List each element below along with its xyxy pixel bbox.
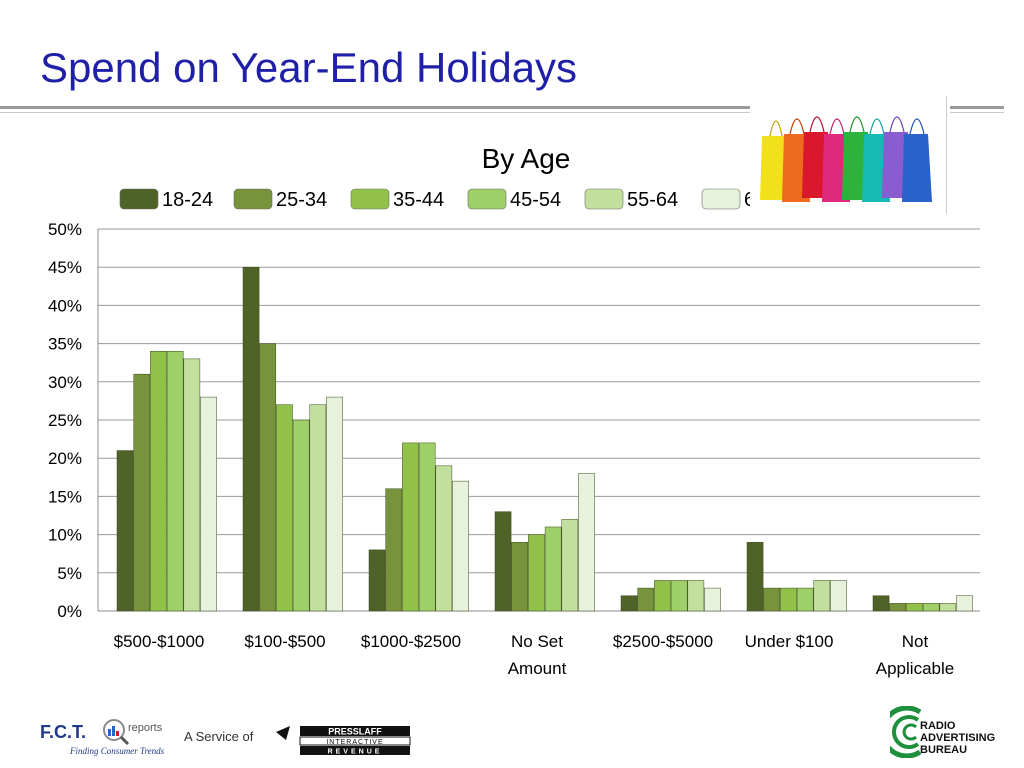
bar <box>385 488 403 612</box>
fct-logo-text: F.C.T. <box>40 722 87 742</box>
bar <box>780 587 797 612</box>
bar <box>200 396 217 612</box>
rab-swirl-icon <box>890 706 922 758</box>
legend-swatch <box>119 188 159 210</box>
bar <box>956 595 973 612</box>
bar <box>309 404 327 612</box>
y-tick-label: 15% <box>48 487 82 506</box>
slide-title: Spend on Year-End Holidays <box>40 44 578 91</box>
service-of-text: A Service of <box>184 729 254 744</box>
bar <box>494 511 512 612</box>
rab-logo: RADIO ADVERTISING BUREAU <box>890 702 1010 762</box>
bar <box>183 358 201 612</box>
x-tick-label: No Set <box>511 632 563 651</box>
bar <box>704 587 721 612</box>
chart-title: By Age <box>482 143 571 174</box>
shopping-bags-image <box>750 96 950 214</box>
bar <box>150 350 167 612</box>
legend-swatch <box>584 188 624 210</box>
bar <box>578 473 595 612</box>
rab-line-3: BUREAU <box>920 744 968 756</box>
bar <box>763 587 781 612</box>
y-tick-label: 30% <box>48 373 82 392</box>
bar <box>166 350 184 612</box>
magnifier-icon <box>103 719 130 746</box>
bar <box>561 519 579 612</box>
legend-label: 45-54 <box>510 189 561 211</box>
legend-label: 35-44 <box>393 189 444 211</box>
y-tick-label: 5% <box>57 564 82 583</box>
bar <box>746 541 764 612</box>
bar <box>939 603 957 612</box>
bar <box>368 549 386 612</box>
y-tick-label: 45% <box>48 258 82 277</box>
legend-swatch <box>467 188 507 210</box>
y-tick-label: 50% <box>48 220 82 239</box>
x-tick-label: Not <box>902 632 929 651</box>
fct-tagline: Finding Consumer Trends <box>70 746 165 756</box>
x-tick-label: $500-$1000 <box>114 632 205 651</box>
bar <box>872 595 890 612</box>
bar <box>528 534 545 612</box>
legend-swatch <box>350 188 390 210</box>
rab-line-1: RADIO <box>920 720 956 732</box>
bar <box>922 603 940 612</box>
revenue-text: REVENUE <box>328 749 383 756</box>
legend-swatch <box>701 188 741 210</box>
bar <box>326 396 343 612</box>
bar <box>435 465 453 612</box>
presslaff-logo: PRESSLAFF INTERACTIVE REVENUE <box>276 726 411 756</box>
bar <box>813 580 831 612</box>
y-tick-label: 25% <box>48 411 82 430</box>
legend-label: 55-64 <box>627 189 678 211</box>
fct-reports-logo: F.C.T. reports Finding Consumer Trends <box>40 718 170 760</box>
bar <box>242 266 260 612</box>
fct-reports-text: reports <box>128 722 163 734</box>
legend-swatch <box>233 188 273 210</box>
x-tick-label: $100-$500 <box>244 632 325 651</box>
bar <box>637 587 655 612</box>
bar <box>418 442 436 612</box>
bar <box>292 419 310 612</box>
bar <box>116 450 134 612</box>
x-tick-label: $1000-$2500 <box>361 632 461 651</box>
bar <box>906 603 923 612</box>
y-tick-label: 20% <box>48 449 82 468</box>
y-tick-label: 35% <box>48 335 82 354</box>
bar <box>889 603 907 612</box>
bar <box>133 373 151 612</box>
bar <box>544 526 562 612</box>
y-tick-label: 40% <box>48 296 82 315</box>
bar <box>830 580 847 612</box>
title-rule <box>0 106 1004 109</box>
x-tick-label: Amount <box>508 659 567 678</box>
bar <box>402 442 419 612</box>
bar <box>654 580 671 612</box>
x-tick-label: Under $100 <box>745 632 834 651</box>
bar <box>687 580 705 612</box>
bar <box>796 587 814 612</box>
interactive-text: INTERACTIVE <box>326 739 383 746</box>
bar <box>511 541 529 612</box>
x-tick-label: Applicable <box>876 659 954 678</box>
bar <box>620 595 638 612</box>
bar <box>276 404 293 612</box>
legend-label: 18-24 <box>162 189 213 211</box>
y-tick-label: 10% <box>48 526 82 545</box>
bar <box>670 580 688 612</box>
rab-line-2: ADVERTISING <box>920 732 996 744</box>
bar <box>452 480 469 612</box>
presslaff-text: PRESSLAFF <box>328 727 382 737</box>
legend-label: 25-34 <box>276 189 327 211</box>
y-tick-label: 0% <box>57 602 82 621</box>
x-tick-label: $2500-$5000 <box>613 632 713 651</box>
bar-chart: By Age 0% 5% 10% 15% 20% 25% 30% 35% 40% 45% 50% $50… <box>48 143 980 678</box>
title-rule-thin <box>0 112 1004 113</box>
bar <box>259 343 277 612</box>
